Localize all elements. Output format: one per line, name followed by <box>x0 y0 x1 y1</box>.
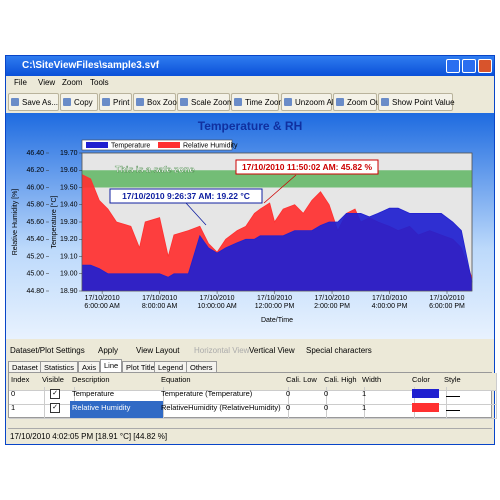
x-tick-label: 17/10/2010 10:00:00 AM <box>197 295 237 310</box>
safe-zone-band <box>82 170 472 188</box>
style-line <box>446 410 460 411</box>
y2-tick-label: 19.20 <box>60 236 78 243</box>
x-tick-label: 17/10/2010 2:00:00 PM <box>314 295 350 310</box>
y2-tick-label: 19.60 <box>60 167 78 174</box>
minimize-button[interactable] <box>446 59 460 73</box>
app-window: C:\SiteViewFiles\sample3.svf Temperature… <box>5 55 497 445</box>
legend-swatch <box>158 142 180 148</box>
y-axis-title: Relative Humidity [%] <box>12 189 19 256</box>
table-cell <box>442 387 497 405</box>
style-line <box>446 396 460 397</box>
menu-item[interactable]: View <box>38 78 56 87</box>
legend-label: Relative Humidity <box>183 142 238 149</box>
dataset-table: Index Visible Description Equation Cali. Low… <box>8 372 497 419</box>
table-cell[interactable]: 0 <box>9 387 45 405</box>
y-tick-label: 45.80 <box>26 202 44 209</box>
table-cell[interactable]: 1 <box>360 401 415 419</box>
settings-button[interactable]: Apply <box>98 346 119 355</box>
visible-checkbox[interactable]: ✓ <box>50 389 60 399</box>
toolbar-button[interactable]: Box Zoom <box>133 93 183 111</box>
table-cell[interactable]: 0 <box>322 387 365 405</box>
y2-axis-title: Temperature [°C] <box>50 195 58 248</box>
settings-tab[interactable]: Axis <box>78 361 101 372</box>
status-bar: 17/10/2010 4:02:05 PM [18.91 °C] [44.82 … <box>8 428 492 442</box>
y2-tick-label: 19.50 <box>60 184 78 191</box>
y2-tick-label: 19.30 <box>60 219 78 226</box>
title-bar: C:\SiteViewFiles\sample3.svf <box>6 56 494 76</box>
toolbar-button[interactable]: Show Point Value <box>378 93 455 111</box>
toolbar-button[interactable]: Zoom Out <box>333 93 383 111</box>
x-tick-label: 17/10/2010 12:00:00 PM <box>254 295 295 310</box>
color-swatch <box>412 389 439 398</box>
y-tick-label: 45.20 <box>26 253 44 260</box>
table-cell[interactable]: Relative Humidity <box>70 401 164 419</box>
table-cell[interactable]: RelativeHumidity (RelativeHumidity) <box>159 401 289 419</box>
annotation-label: 17/10/2010 9:26:37 AM: 19.22 °C <box>122 191 250 201</box>
series-line <box>82 207 473 283</box>
y-tick-label: 45.60 <box>26 219 44 226</box>
annotation-box <box>109 188 263 204</box>
toolbar-button[interactable]: Print <box>99 93 132 111</box>
column-header: Style <box>442 373 497 391</box>
toolbar-button[interactable]: Time Zoom <box>231 93 285 111</box>
color-swatch <box>412 403 439 412</box>
y-tick-label: 46.40 <box>26 150 44 157</box>
table-cell[interactable]: 0 <box>322 401 365 419</box>
table-cell[interactable]: Temperature (Temperature) <box>159 387 289 405</box>
table-cell[interactable]: 1 <box>9 401 45 419</box>
y-tick-label: 46.20 <box>26 167 44 174</box>
window-title: C:\SiteViewFiles\sample3.svf <box>22 60 160 71</box>
x-tick-label: 17/10/2010 8:00:00 AM <box>141 295 178 310</box>
y-tick-label: 45.40 <box>26 236 44 243</box>
settings-tab[interactable]: Legend <box>154 361 188 372</box>
y-tick-label: 46.00 <box>26 184 44 191</box>
toolbar-button[interactable]: Save As... <box>8 93 59 111</box>
visible-checkbox[interactable]: ✓ <box>50 403 60 413</box>
settings-button[interactable]: Special characters <box>306 346 372 355</box>
maximize-button[interactable] <box>462 59 476 73</box>
y2-tick-label: 18.90 <box>60 288 78 295</box>
legend-frame <box>81 139 233 151</box>
toolbar-button[interactable]: Copy <box>60 93 98 111</box>
menu-item[interactable]: Zoom <box>62 78 83 87</box>
toolbar-button[interactable]: Scale Zoom <box>177 93 234 111</box>
legend-label: Temperature <box>111 142 150 149</box>
settings-button: Horizontal View <box>194 346 250 355</box>
settings-button[interactable]: View Layout <box>136 346 180 355</box>
annotation-leader <box>185 202 207 226</box>
y2-tick-label: 19.10 <box>60 253 78 260</box>
y-tick-label: 45.00 <box>26 271 44 278</box>
chart-panel: Temperature & RH Temperature Relative Humi… <box>6 113 494 339</box>
close-button[interactable] <box>478 59 492 73</box>
chart-title: Temperature & RH <box>198 119 302 133</box>
settings-tab[interactable]: Dataset <box>8 361 42 372</box>
menu-item[interactable]: Tools <box>90 78 109 87</box>
x-axis-title: Date/Time <box>261 317 293 324</box>
x-tick-label: 17/10/2010 4:00:00 PM <box>371 295 408 310</box>
settings-tab[interactable]: Others <box>186 361 217 372</box>
safe-zone-label: This is a safe zone <box>115 164 195 174</box>
area-fill <box>82 208 472 291</box>
annotation-box <box>235 159 379 175</box>
settings-tab[interactable]: Statistics <box>40 361 79 372</box>
settings-tab[interactable]: Line <box>100 359 123 372</box>
x-tick-label: 17/10/2010 6:00:00 PM <box>429 295 465 310</box>
settings-button[interactable]: Vertical View <box>249 346 295 355</box>
y2-tick-label: 19.00 <box>60 271 78 278</box>
annotation-leader <box>263 174 297 204</box>
toolbar-button[interactable]: Unzoom All <box>281 93 335 111</box>
y2-tick-label: 19.70 <box>60 150 78 157</box>
annotation-label: 17/10/2010 11:50:02 AM: 45.82 % <box>242 162 373 172</box>
table-cell[interactable]: 0 <box>284 387 327 405</box>
y2-tick-label: 19.40 <box>60 202 78 209</box>
legend-swatch <box>86 142 108 148</box>
settings-title: Dataset/Plot Settings <box>10 346 85 355</box>
x-tick-label: 17/10/2010 6:00:00 AM <box>84 295 120 310</box>
menu-item[interactable]: File <box>14 78 27 87</box>
table-cell[interactable]: 0 <box>284 401 327 419</box>
chart: Temperature & RH Temperature Relative Humi… <box>12 119 473 324</box>
y-tick-label: 44.80 <box>26 288 44 295</box>
table-cell <box>442 401 497 419</box>
